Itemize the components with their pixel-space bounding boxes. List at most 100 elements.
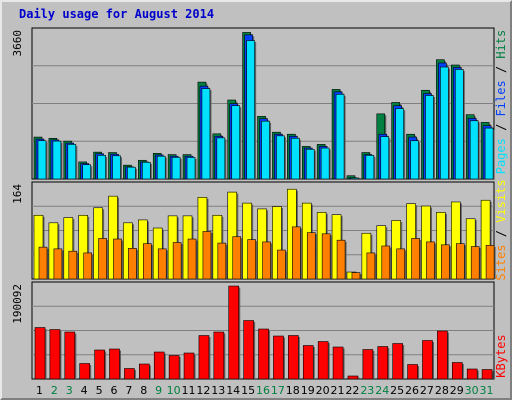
legend-sep-2: / <box>494 59 508 81</box>
visits-bar-day-29 <box>450 201 461 280</box>
kbytes-bar-day-12 <box>198 335 210 380</box>
pages-bar-day-27 <box>425 95 434 180</box>
pages-bar-day-2 <box>52 140 62 180</box>
kbytes-bar-day-20 <box>317 341 329 380</box>
pages-bar-day-30 <box>469 120 479 180</box>
sites-bar-day-11 <box>187 238 197 280</box>
x-tick-label-12: 12 <box>196 384 210 397</box>
x-tick-label-31: 31 <box>480 384 494 397</box>
pages-bar-day-11 <box>186 157 196 180</box>
sites-bar-day-12 <box>202 231 212 280</box>
sites-bar-day-28 <box>441 244 450 280</box>
pages-bar-day-9 <box>156 155 166 180</box>
sites-bar-day-29 <box>455 243 465 280</box>
pages-bar-day-14 <box>231 105 241 180</box>
sites-bar-day-3 <box>68 250 78 280</box>
pages-bar-day-19 <box>305 148 315 180</box>
visits-bar-day-31 <box>480 199 491 280</box>
kbytes-bar-day-21 <box>332 346 344 380</box>
x-tick-label-17: 17 <box>271 384 285 397</box>
kbytes-bar-day-8 <box>139 363 150 380</box>
pages-bar-day-26 <box>410 140 419 180</box>
sites-bar-day-22 <box>351 272 361 280</box>
kbytes-bar-day-22 <box>347 375 359 380</box>
x-tick-label-4: 4 <box>81 384 88 397</box>
visits-bar-day-3 <box>63 217 74 280</box>
x-tick-label-9: 9 <box>155 384 162 397</box>
sites-bar-day-18 <box>292 226 301 280</box>
kbytes-bar-day-26 <box>407 364 418 380</box>
pages-bar-day-7 <box>127 166 136 180</box>
kbytes-bar-day-25 <box>392 343 403 380</box>
legend-pages: Pages <box>494 138 508 174</box>
kbytes-bar-day-13 <box>213 331 225 380</box>
visits-bar-day-4 <box>78 214 89 280</box>
kbytes-legend: KBytes <box>494 334 508 377</box>
pages-bar-day-21 <box>335 94 345 180</box>
x-tick-label-30: 30 <box>465 384 479 397</box>
sites-bar-day-24 <box>381 245 391 280</box>
sites-bar-day-14 <box>232 236 242 280</box>
x-tick-label-18: 18 <box>286 384 300 397</box>
sites-bar-day-2 <box>53 248 63 280</box>
sites-bar-day-19 <box>306 232 316 280</box>
pages-bar-day-17 <box>276 135 285 180</box>
legend-files: Files <box>494 80 508 116</box>
kbytes-ymax-label: 190092 <box>11 284 24 324</box>
x-tick-label-27: 27 <box>420 384 434 397</box>
sites-bar-day-10 <box>172 242 182 280</box>
legend-hits: Hits <box>494 30 508 59</box>
kbytes-bar-day-27 <box>422 340 433 380</box>
pages-bar-day-12 <box>201 88 211 180</box>
x-tick-label-11: 11 <box>181 384 195 397</box>
pages-bar-day-16 <box>261 120 270 180</box>
sites-bar-day-1 <box>38 246 48 280</box>
kbytes-bar-day-29 <box>451 362 463 380</box>
x-tick-label-8: 8 <box>140 384 147 397</box>
traffic-ymax-label: 3660 <box>11 30 24 57</box>
pages-bar-day-23 <box>365 155 375 180</box>
kbytes-bar-day-16 <box>258 328 269 380</box>
x-tick-label-19: 19 <box>301 384 315 397</box>
kbytes-bar-day-7 <box>124 368 135 380</box>
sites-bar-day-7 <box>128 247 137 280</box>
x-tick-label-28: 28 <box>435 384 449 397</box>
sites-bar-day-21 <box>336 239 346 280</box>
sites-bar-day-25 <box>396 248 405 280</box>
x-tick-label-3: 3 <box>66 384 73 397</box>
visits-ymax-label: 164 <box>11 184 24 204</box>
x-tick-label-25: 25 <box>390 384 404 397</box>
x-tick-label-1: 1 <box>36 384 43 397</box>
sites-bar-day-23 <box>366 252 376 280</box>
pages-bar-day-4 <box>82 164 92 180</box>
kbytes-bar-day-24 <box>377 346 389 380</box>
sites-bar-day-8 <box>143 243 152 280</box>
legend-sep-1: / <box>494 116 508 138</box>
pages-bar-day-3 <box>67 144 77 180</box>
x-tick-label-16: 16 <box>256 384 270 397</box>
pages-bar-day-10 <box>171 157 181 180</box>
x-tick-label-23: 23 <box>360 384 374 397</box>
pages-bar-day-24 <box>380 136 390 180</box>
pages-bar-day-22 <box>350 177 360 180</box>
kbytes-bar-day-4 <box>79 363 91 380</box>
kbytes-bar-day-5 <box>94 349 105 380</box>
kbytes-bar-day-2 <box>49 329 61 380</box>
sites-bar-day-4 <box>83 252 93 280</box>
legend-visits: Visits <box>494 179 508 222</box>
sites-bar-day-30 <box>470 246 480 280</box>
visits-bar-day-14 <box>227 191 238 280</box>
x-tick-label-13: 13 <box>211 384 225 397</box>
pages-bar-day-20 <box>320 147 330 180</box>
kbytes-bar-day-18 <box>288 335 299 380</box>
kbytes-bar-day-10 <box>168 355 180 380</box>
sites-bar-day-5 <box>98 238 107 280</box>
sites-bar-day-6 <box>113 238 122 280</box>
kbytes-bar-day-23 <box>362 349 374 380</box>
kbytes-bar-day-28 <box>437 330 448 380</box>
x-tick-label-22: 22 <box>345 384 359 397</box>
pages-bar-day-5 <box>97 155 106 180</box>
kbytes-bar-day-3 <box>64 331 76 380</box>
kbytes-bar-day-19 <box>302 345 314 380</box>
